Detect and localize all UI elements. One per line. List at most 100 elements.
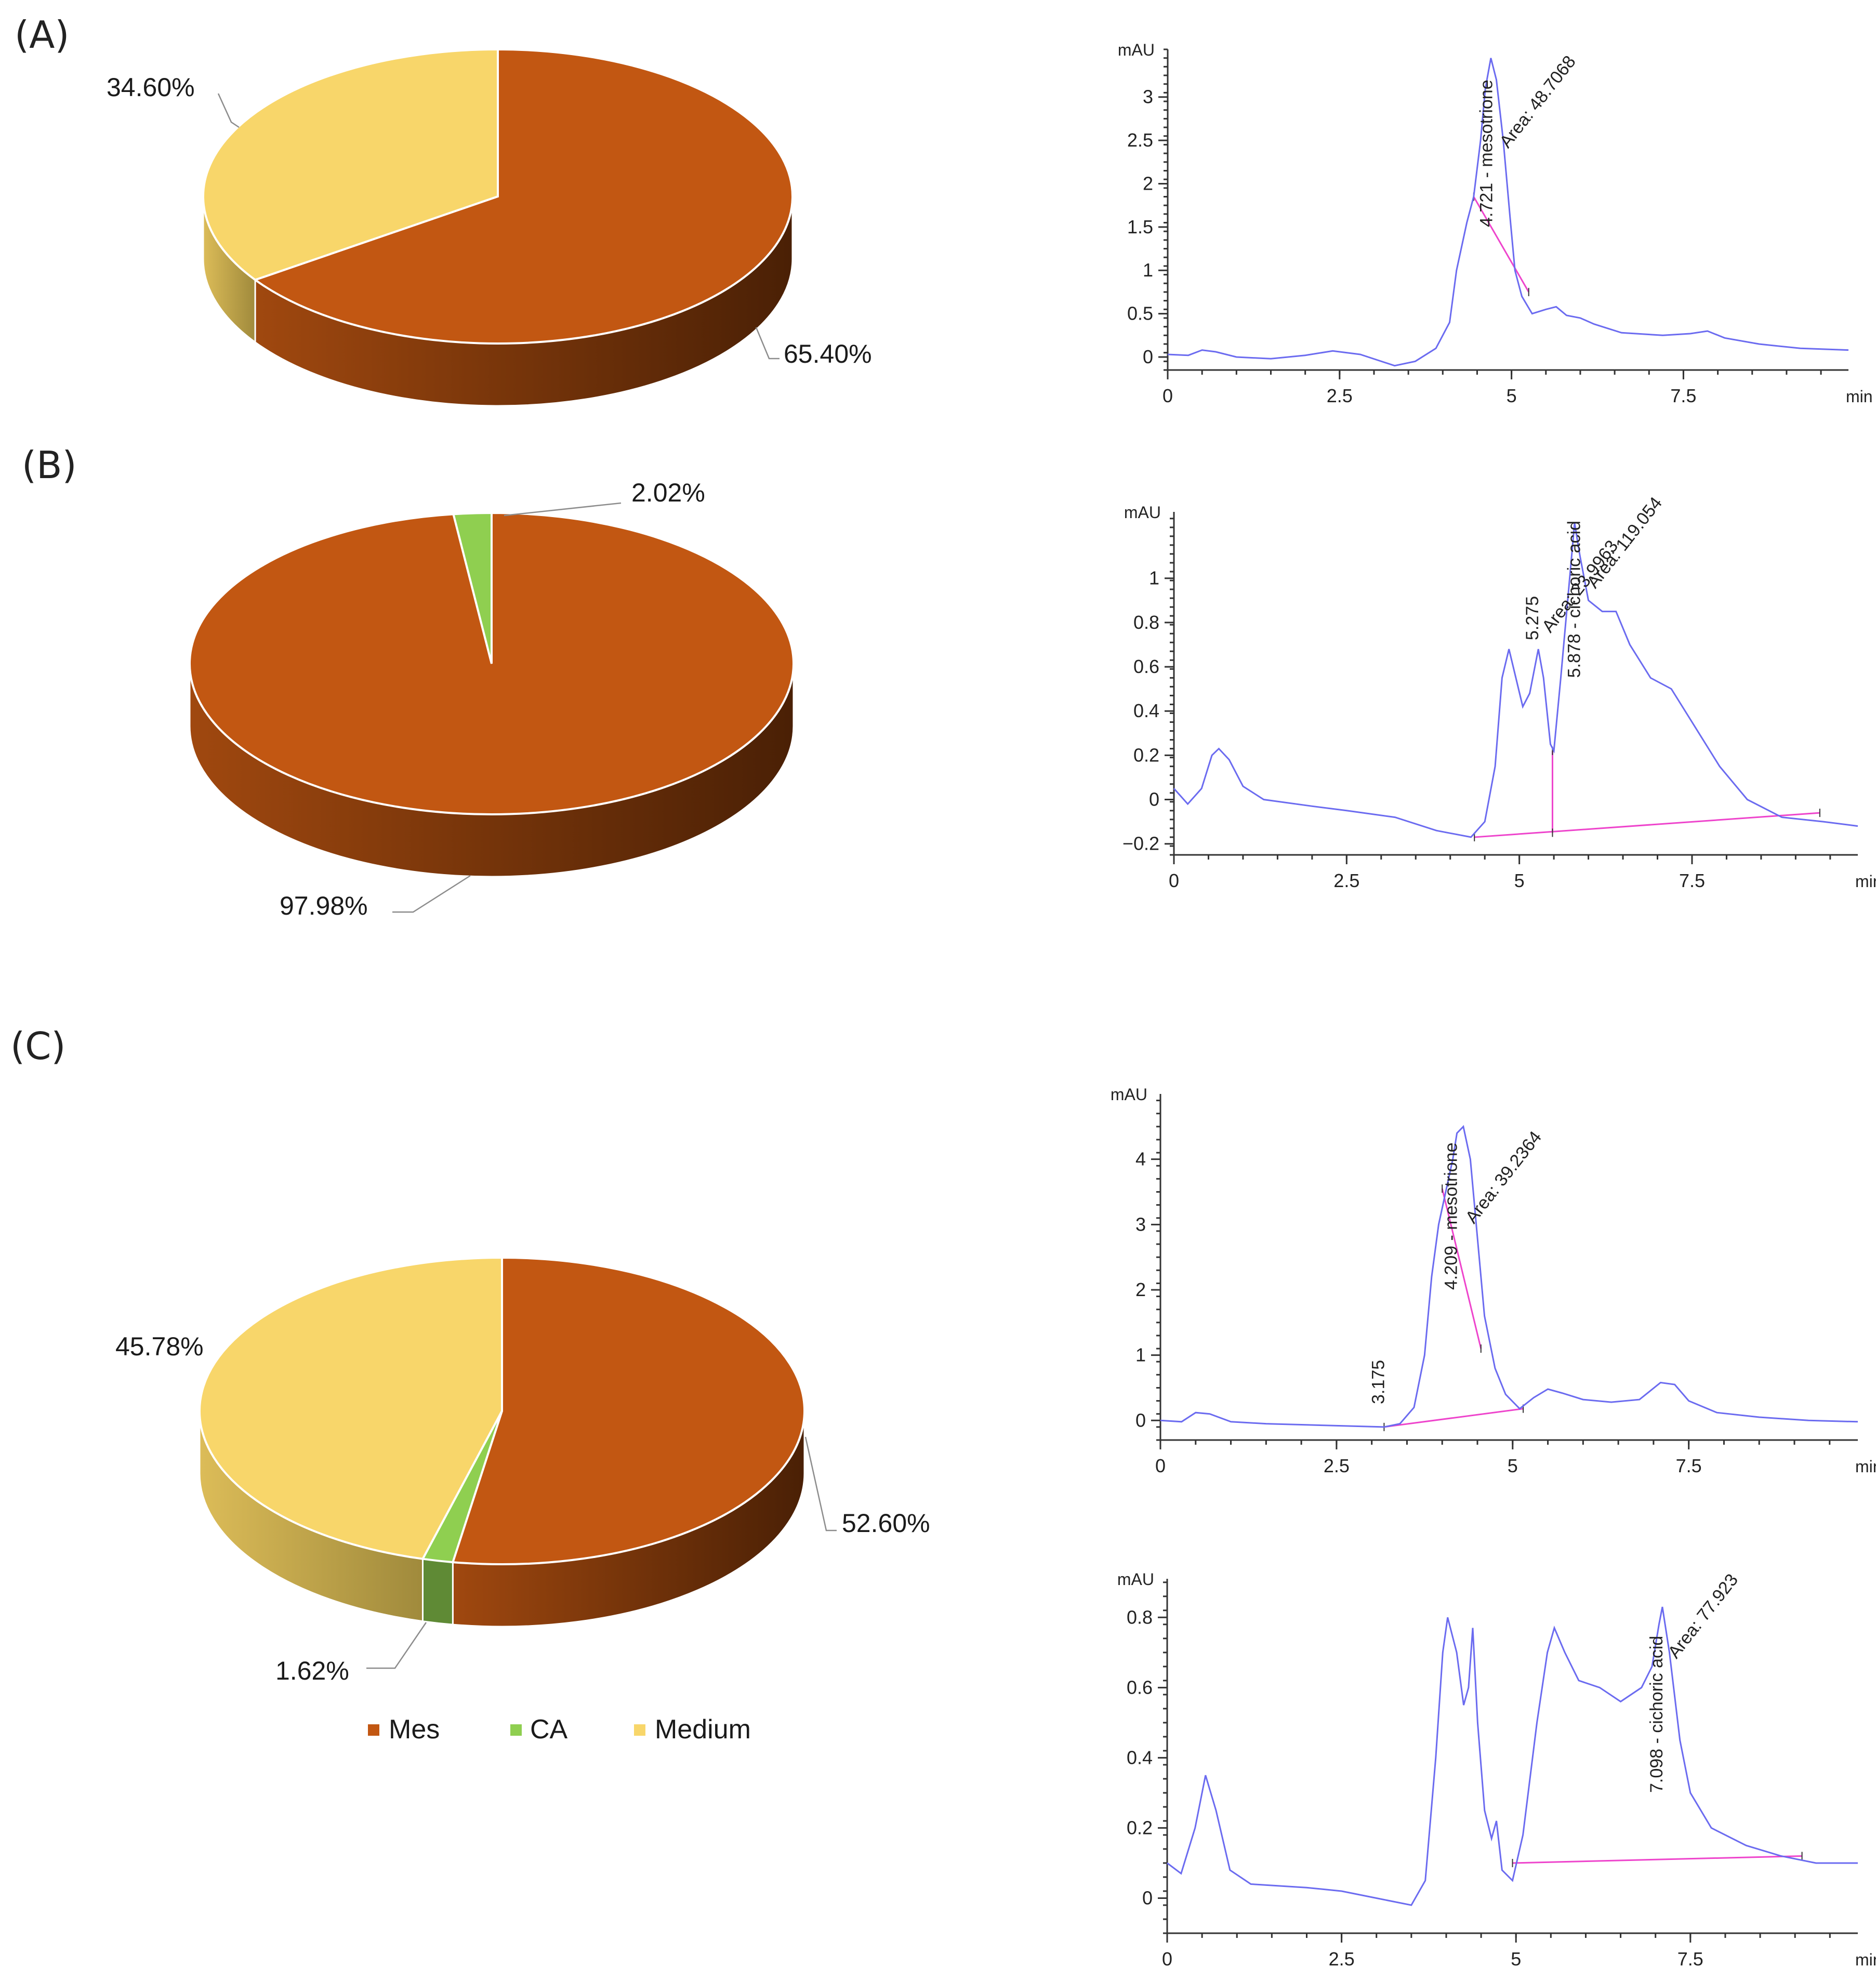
chromatogram-trace [1167, 58, 1849, 367]
leader-line [366, 1622, 427, 1669]
pie-chart-b [189, 511, 795, 878]
x-tick-label: 7.5 [1670, 385, 1696, 406]
leader-line [217, 93, 240, 128]
peak-annotation: Area: 119.054 [1583, 493, 1666, 592]
y-tick-label: 0 [1143, 346, 1153, 367]
pie-slice-medium [199, 1256, 503, 1560]
x-tick-label: 2.5 [1327, 385, 1353, 406]
y-tick-label: 1 [1143, 259, 1153, 281]
x-tick-label: 2.5 [1329, 1948, 1355, 1967]
y-tick-label: −0.2 [1122, 833, 1159, 854]
y-tick-label: 0.4 [1127, 1747, 1153, 1768]
x-axis-unit: min [1855, 872, 1876, 891]
chromatogram-c2: 0 0.2 0.4 0.6 0.8 0 2.5 5 7.5 mAU min 7.098 - cicho… [1117, 1570, 1876, 1967]
peak-annotation: Area: 39.2364 [1462, 1128, 1545, 1227]
y-tick-label: 0.8 [1127, 1606, 1153, 1628]
y-tick-label: 0.2 [1133, 744, 1159, 765]
peak-annotation: 5.275 [1523, 596, 1542, 640]
x-tick-label: 7.5 [1679, 870, 1705, 891]
pie-side-ca [421, 1557, 454, 1626]
pie-c-label-mes: 52.60% [842, 1509, 930, 1538]
y-tick-label: 0.8 [1133, 612, 1159, 633]
peak-annotation: Area: 77.923 [1664, 1570, 1742, 1662]
peak-annotation: 4.721 - mesotrione [1477, 80, 1497, 227]
y-tick-label: 0.6 [1127, 1676, 1153, 1698]
leader-line [755, 327, 780, 360]
chromatogram-b: −0.2 0 0.2 0.4 0.6 0.8 1 0 2.5 5 7.5 mAU min 5.275 Are… [1122, 493, 1876, 891]
legend-label-mes: Mes [389, 1714, 440, 1745]
y-axis-unit: mAU [1111, 1085, 1147, 1104]
x-tick-label: 0 [1155, 1455, 1166, 1476]
legend: Mes CA Medium [368, 1714, 751, 1745]
x-tick-label: 0 [1162, 1948, 1172, 1967]
y-tick-label: 0 [1135, 1409, 1146, 1431]
x-tick-label: 5 [1514, 870, 1525, 891]
panel-label-c: (C) [10, 1024, 65, 1068]
legend-label-ca: CA [530, 1714, 568, 1745]
x-axis-unit: min [1846, 387, 1873, 406]
y-tick-label: 0.2 [1127, 1817, 1153, 1838]
panel-label-b: (B) [22, 443, 77, 487]
integration-baseline [1384, 1408, 1524, 1428]
chromatogram-trace [1173, 523, 1858, 838]
y-tick-label: 1.5 [1127, 216, 1153, 237]
pie-slice-mes [451, 1256, 805, 1565]
x-tick-label: 2.5 [1324, 1455, 1350, 1476]
y-tick-label: 0.5 [1127, 303, 1153, 324]
peak-annotation: 4.209 - mesotrione [1442, 1142, 1461, 1290]
x-tick-label: 0 [1162, 385, 1173, 406]
x-tick-label: 2.5 [1333, 870, 1359, 891]
y-axis-unit: mAU [1124, 503, 1161, 522]
pie-slice-mes [253, 48, 794, 345]
leader-line [392, 875, 471, 913]
pie-b-labels: 2.02% 97.98% [280, 478, 705, 920]
integration-baseline [1474, 812, 1820, 838]
y-tick-label: 3 [1135, 1213, 1146, 1235]
pie-c-label-medium: 45.78% [115, 1332, 204, 1361]
leader-line [804, 1436, 837, 1532]
panel-label-a: (A) [15, 13, 69, 57]
y-tick-label: 0.4 [1133, 700, 1159, 721]
leader-line [504, 502, 622, 517]
peak-annotation: Area: 48.7068 [1496, 52, 1579, 152]
x-tick-label: 5 [1508, 1455, 1518, 1476]
y-tick-label: 2.5 [1127, 129, 1153, 151]
pie-b-label-mes: 97.98% [280, 891, 368, 920]
y-tick-label: 3 [1143, 86, 1153, 108]
legend-swatch-mes [368, 1724, 379, 1736]
pie-a-label-mes: 65.40% [784, 339, 872, 368]
integration-baseline [1441, 1188, 1482, 1349]
peak-annotation: 3.175 [1368, 1360, 1388, 1404]
chromatogram-trace [1160, 1125, 1858, 1428]
pie-chart-c [199, 1256, 805, 1628]
y-tick-label: 1 [1149, 567, 1159, 589]
y-tick-label: 0 [1142, 1887, 1153, 1908]
peak-annotation: 7.098 - cichoric acid [1647, 1636, 1667, 1793]
y-tick-label: 2 [1135, 1279, 1146, 1300]
pie-c-label-ca: 1.62% [275, 1656, 349, 1685]
pie-c-labels: 45.78% 52.60% 1.62% [115, 1332, 930, 1685]
x-axis-unit: min [1855, 1950, 1876, 1967]
integration-baseline [1512, 1855, 1802, 1864]
pie-chart-a [202, 48, 794, 407]
y-tick-label: 1 [1135, 1344, 1146, 1366]
legend-swatch-medium [634, 1724, 645, 1736]
x-tick-label: 7.5 [1676, 1455, 1702, 1476]
x-tick-label: 7.5 [1677, 1948, 1703, 1967]
chromatogram-c1: 0 1 2 3 4 0 2.5 5 7.5 mAU min 3.175 4.209 - mesotrio… [1111, 1085, 1876, 1476]
chromatogram-a: 0 0.5 1 1.5 2 2.5 3 0 2.5 5 7.5 mAU min 4.721 - mesot… [1118, 41, 1873, 406]
x-tick-label: 5 [1511, 1948, 1521, 1967]
legend-label-medium: Medium [655, 1714, 751, 1745]
y-axis-unit: mAU [1117, 1570, 1154, 1589]
chromatogram-trace [1167, 1606, 1858, 1906]
y-tick-label: 4 [1135, 1148, 1146, 1170]
pie-b-label-ca: 2.02% [631, 478, 705, 507]
pie-a-label-medium: 34.60% [107, 73, 195, 102]
legend-swatch-ca [510, 1724, 522, 1736]
pie-a-labels: 34.60% 65.40% [107, 73, 872, 368]
y-tick-label: 0.6 [1133, 656, 1159, 677]
pie-slice-ca [452, 511, 493, 664]
x-tick-label: 0 [1169, 870, 1179, 891]
x-axis-unit: min [1855, 1457, 1876, 1476]
